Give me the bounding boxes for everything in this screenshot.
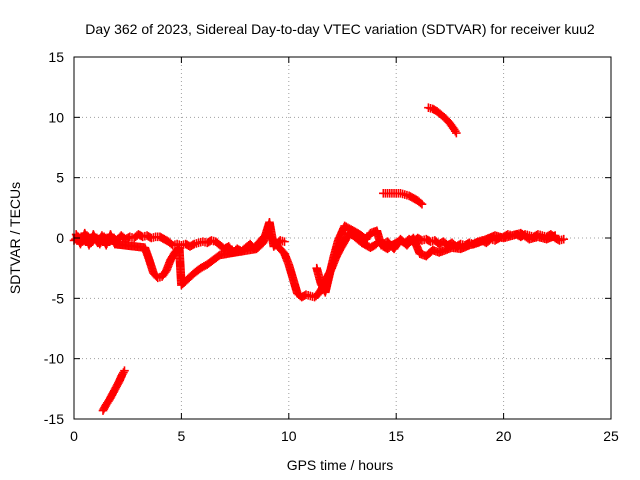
y-tick-label: 10: [48, 109, 64, 125]
y-tick-label: -10: [44, 351, 64, 367]
x-tick-label: 10: [281, 428, 297, 444]
data-point: [417, 199, 427, 209]
x-tick-label: 20: [496, 428, 512, 444]
y-tick-label: -5: [52, 290, 65, 306]
y-tick-label: 15: [48, 49, 64, 65]
y-axis-label: SDTVAR / TECUs: [7, 182, 23, 294]
y-tick-label: 0: [56, 230, 64, 246]
data-point: [280, 237, 289, 246]
x-tick-label: 15: [388, 428, 404, 444]
data-point: [416, 198, 425, 208]
data-points: [69, 103, 569, 415]
data-point: [550, 231, 560, 240]
x-axis-label: GPS time / hours: [287, 457, 394, 473]
data-point: [452, 128, 461, 138]
x-tick-label: 25: [603, 428, 619, 444]
data-point: [188, 240, 198, 250]
chart-title: Day 362 of 2023, Sidereal Day-to-day VTE…: [85, 21, 595, 37]
x-tick-label: 5: [178, 428, 186, 444]
data-point: [559, 234, 569, 244]
axis-ticks: 0 5 10 15 20 25 -15 -10 -5 0 5 10 15: [44, 49, 619, 444]
y-tick-label: 5: [56, 170, 64, 186]
x-tick-label: 0: [70, 428, 78, 444]
y-tick-label: -15: [44, 411, 64, 427]
data-point: [120, 366, 129, 376]
